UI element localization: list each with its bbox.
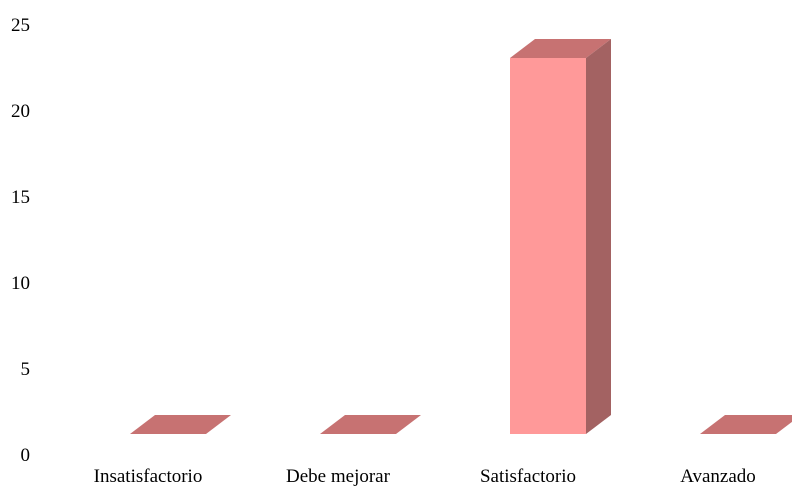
x-axis-labels: Insatisfactorio Debe mejorar Satisfactorio… [94,466,756,487]
x-tick-label: Satisfactorio [480,466,576,487]
bars-layer [130,39,792,434]
bar-top [130,415,231,434]
bar-top [320,415,421,434]
bar [320,415,421,434]
bar [700,415,792,434]
y-tick-label: 20 [11,101,30,122]
bar-top [700,415,792,434]
y-tick-label: 5 [21,359,31,380]
y-tick-label: 10 [11,273,30,294]
x-tick-label: Insatisfactorio [94,466,203,487]
x-tick-label: Avanzado [680,466,756,487]
x-tick-label: Debe mejorar [286,466,391,487]
y-axis-ticks: 0 5 10 15 20 25 [11,15,30,466]
y-tick-label: 25 [11,15,30,36]
bar [130,415,231,434]
bar-top [510,39,611,58]
y-tick-label: 0 [21,445,31,466]
y-tick-label: 15 [11,187,30,208]
bar-front [510,58,586,434]
bar [510,39,611,434]
bar-side [586,39,611,434]
